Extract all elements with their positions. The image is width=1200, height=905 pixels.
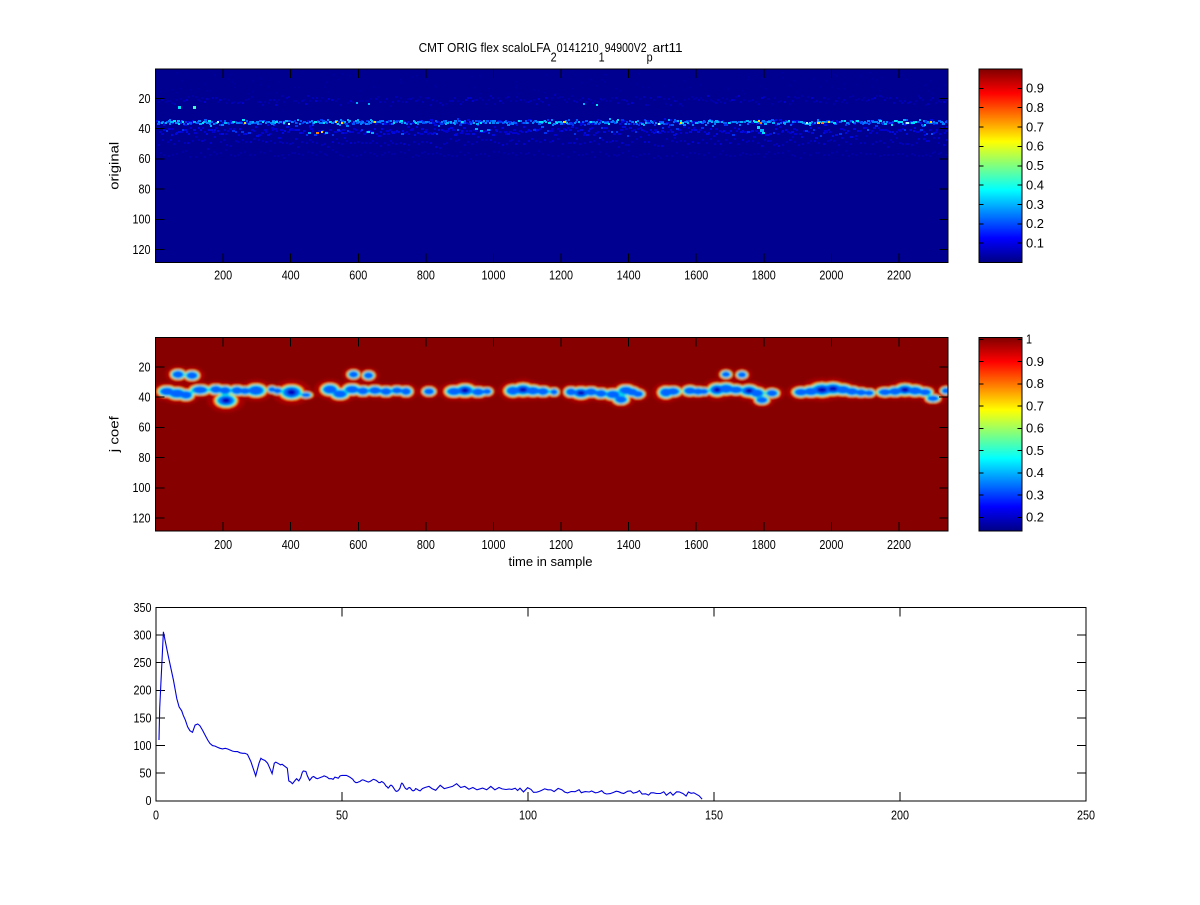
svg-text:120: 120: [133, 242, 151, 257]
svg-text:60: 60: [139, 420, 151, 435]
svg-text:1: 1: [1026, 332, 1032, 347]
svg-text:0.6: 0.6: [1026, 139, 1044, 154]
svg-text:0.5: 0.5: [1026, 443, 1044, 458]
svg-text:1600: 1600: [684, 268, 708, 283]
svg-text:1800: 1800: [752, 268, 776, 283]
svg-text:80: 80: [139, 450, 151, 465]
svg-text:2000: 2000: [819, 268, 843, 283]
svg-text:350: 350: [134, 600, 152, 615]
svg-text:original: original: [107, 142, 122, 190]
svg-text:1600: 1600: [684, 537, 708, 552]
svg-text:800: 800: [417, 537, 435, 552]
svg-text:1000: 1000: [482, 268, 506, 283]
svg-text:CMT ORIG flex scaloLFA: CMT ORIG flex scaloLFA: [419, 40, 551, 55]
svg-text:100: 100: [133, 480, 151, 495]
svg-text:1200: 1200: [549, 268, 573, 283]
svg-text:0: 0: [146, 793, 152, 808]
svg-text:1200: 1200: [549, 537, 573, 552]
svg-text:250: 250: [1077, 807, 1095, 822]
svg-text:2200: 2200: [887, 537, 911, 552]
svg-text:2200: 2200: [887, 268, 911, 283]
svg-text:94900V2: 94900V2: [605, 40, 647, 55]
svg-text:1400: 1400: [617, 537, 641, 552]
svg-text:60: 60: [139, 151, 151, 166]
svg-text:p: p: [647, 50, 653, 65]
svg-text:1400: 1400: [617, 268, 641, 283]
svg-text:600: 600: [349, 537, 367, 552]
svg-text:40: 40: [139, 121, 151, 136]
svg-text:0.5: 0.5: [1026, 158, 1044, 173]
svg-text:0.8: 0.8: [1026, 376, 1044, 391]
svg-text:200: 200: [891, 807, 909, 822]
svg-text:40: 40: [139, 390, 151, 405]
svg-text:0141210: 0141210: [557, 40, 599, 55]
svg-text:0.9: 0.9: [1026, 354, 1044, 369]
svg-text:100: 100: [133, 212, 151, 227]
svg-text:0.7: 0.7: [1026, 119, 1044, 134]
svg-text:120: 120: [133, 511, 151, 526]
svg-text:0.9: 0.9: [1026, 81, 1044, 96]
svg-text:50: 50: [140, 766, 152, 781]
svg-text:0.2: 0.2: [1026, 216, 1044, 231]
svg-text:0.2: 0.2: [1026, 510, 1044, 525]
svg-text:400: 400: [282, 268, 300, 283]
svg-text:0.8: 0.8: [1026, 100, 1044, 115]
svg-text:2000: 2000: [819, 537, 843, 552]
svg-text:0.4: 0.4: [1026, 465, 1044, 480]
svg-text:0.4: 0.4: [1026, 177, 1044, 192]
svg-text:150: 150: [134, 710, 152, 725]
svg-text:0.1: 0.1: [1026, 236, 1044, 251]
svg-text:0.3: 0.3: [1026, 488, 1044, 503]
svg-text:200: 200: [214, 268, 232, 283]
svg-text:100: 100: [519, 807, 537, 822]
svg-text:80: 80: [139, 182, 151, 197]
svg-text:0.6: 0.6: [1026, 421, 1044, 436]
svg-text:2: 2: [551, 50, 557, 65]
svg-text:j coef: j coef: [107, 416, 122, 454]
svg-text:0.7: 0.7: [1026, 399, 1044, 414]
svg-text:250: 250: [134, 655, 152, 670]
svg-text:800: 800: [417, 268, 435, 283]
svg-text:150: 150: [705, 807, 723, 822]
svg-text:0: 0: [153, 807, 159, 822]
svg-text:20: 20: [139, 91, 151, 106]
svg-text:art11: art11: [653, 40, 683, 55]
svg-text:20: 20: [139, 359, 151, 374]
svg-text:100: 100: [134, 738, 152, 753]
svg-text:1: 1: [599, 50, 605, 65]
svg-text:400: 400: [282, 537, 300, 552]
svg-text:300: 300: [134, 627, 152, 642]
svg-text:1800: 1800: [752, 537, 776, 552]
svg-text:50: 50: [336, 807, 348, 822]
svg-text:time in sample: time in sample: [509, 554, 593, 569]
svg-text:0.3: 0.3: [1026, 197, 1044, 212]
svg-text:600: 600: [349, 268, 367, 283]
svg-text:1000: 1000: [482, 537, 506, 552]
svg-text:200: 200: [134, 683, 152, 698]
svg-text:200: 200: [214, 537, 232, 552]
